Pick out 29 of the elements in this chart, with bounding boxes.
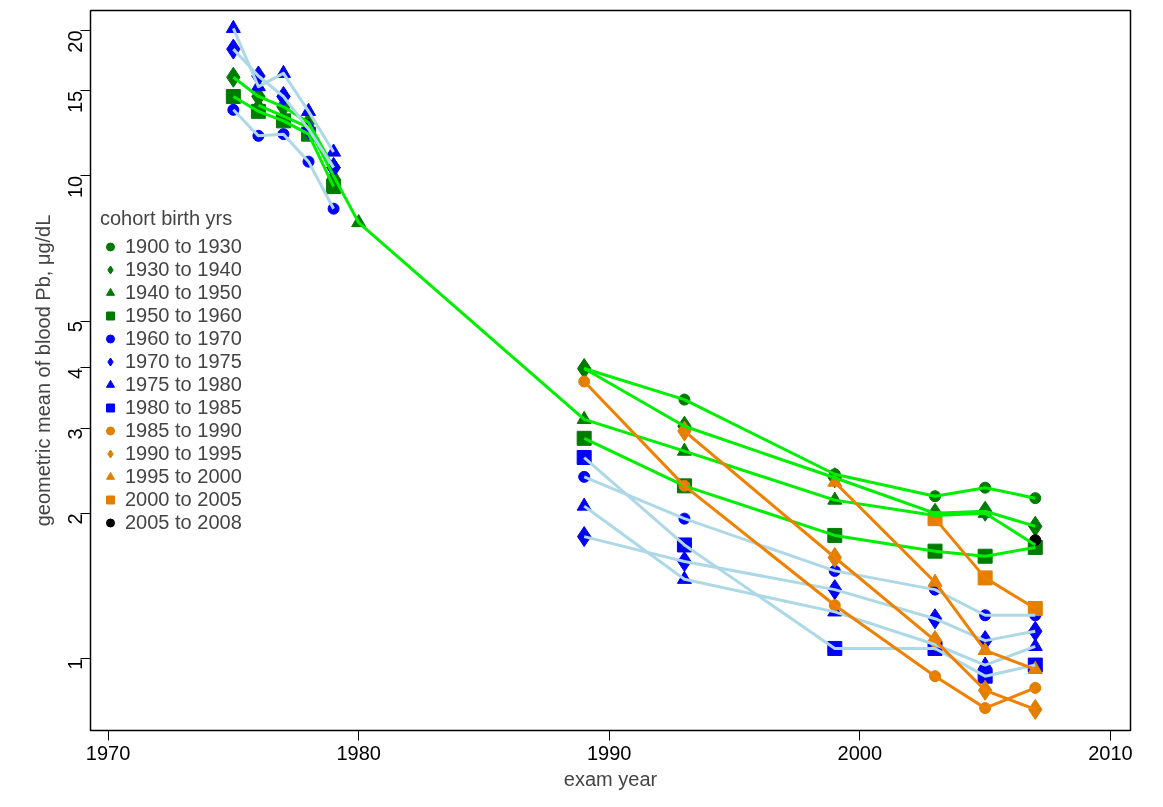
legend-label: 1950 to 1960 bbox=[125, 303, 242, 327]
y-tick-label: 4 bbox=[64, 367, 87, 380]
y-tick-label: 2 bbox=[64, 513, 87, 525]
x-tick-label: 1990 bbox=[587, 741, 632, 764]
x-tick-label: 1970 bbox=[85, 741, 131, 764]
legend-label: 1975 to 1980 bbox=[125, 372, 242, 396]
legend-title: cohort birth yrs bbox=[100, 206, 234, 230]
legend-label: 1940 to 1950 bbox=[125, 280, 242, 304]
y-tick-label: 10 bbox=[64, 175, 87, 199]
y-tick-label: 15 bbox=[64, 90, 87, 114]
legend-label: 2000 to 2005 bbox=[125, 487, 242, 511]
legend-label: 1990 to 1995 bbox=[125, 441, 242, 465]
legend-label: 2005 to 2008 bbox=[125, 510, 242, 534]
legend-label: 1900 to 1930 bbox=[125, 234, 242, 258]
legend-label: 1970 to 1975 bbox=[125, 349, 242, 373]
x-axis-title: exam year bbox=[563, 767, 658, 790]
x-tick-label: 2010 bbox=[1088, 741, 1133, 764]
y-tick-label: 3 bbox=[64, 428, 87, 440]
legend-label: 1995 to 2000 bbox=[125, 464, 242, 488]
y-tick-label: 5 bbox=[64, 321, 87, 333]
x-tick-label: 2000 bbox=[837, 741, 883, 764]
legend-label: 1980 to 1985 bbox=[125, 395, 242, 419]
y-tick-label: 20 bbox=[64, 30, 87, 53]
y-tick-label: 1 bbox=[64, 658, 87, 670]
legend-label: 1985 to 1990 bbox=[125, 418, 242, 442]
y-axis-title: geometric mean of blood Pb, μg/dL bbox=[31, 214, 54, 527]
legend-label: 1930 to 1940 bbox=[125, 257, 242, 281]
legend-label: 1960 to 1970 bbox=[125, 326, 242, 350]
x-tick-label: 1980 bbox=[336, 741, 381, 764]
